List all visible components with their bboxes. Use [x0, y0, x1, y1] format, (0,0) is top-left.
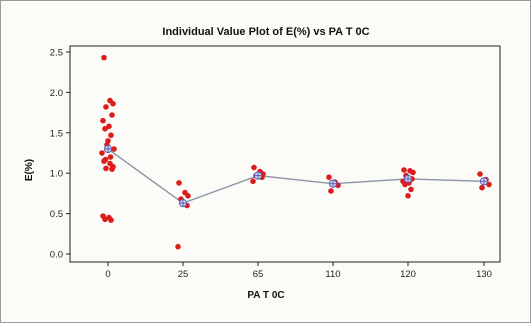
axes: 0.0 0.5 1.0 1.5 2.0 2.5 0 25 65 110 120 130 — [50, 45, 501, 280]
data-point — [111, 146, 117, 152]
x-tick-label: 120 — [400, 269, 416, 280]
data-point — [408, 186, 414, 193]
x-tick-label: 130 — [476, 269, 492, 280]
data-point — [108, 217, 114, 223]
data-point — [175, 243, 181, 250]
data-point — [477, 171, 483, 177]
y-tick-label: 2.0 — [50, 88, 63, 99]
data-point — [250, 178, 256, 185]
data-point — [251, 164, 257, 171]
data-point — [101, 54, 107, 61]
y-tick-label: 2.5 — [50, 48, 63, 59]
data-point — [108, 132, 114, 138]
data-point — [107, 154, 114, 160]
mean-marker — [479, 177, 489, 186]
data-point — [106, 123, 112, 130]
mean-line — [107, 148, 485, 204]
y-tick-label: 0.5 — [50, 209, 63, 220]
data-point — [176, 180, 182, 186]
data-points — [99, 54, 492, 250]
data-point — [402, 181, 408, 188]
mean-marker — [328, 179, 338, 188]
data-point — [479, 184, 485, 191]
data-point — [109, 112, 115, 118]
data-point — [401, 167, 407, 173]
data-point — [103, 165, 109, 172]
mean-connect-line — [107, 148, 485, 204]
y-tick-label: 0.0 — [50, 250, 63, 261]
y-tick-label: 1.5 — [50, 128, 63, 139]
data-point — [328, 188, 334, 194]
x-tick-label: 65 — [253, 269, 264, 280]
x-tick-label: 0 — [105, 269, 110, 280]
data-point — [326, 174, 332, 180]
chart-title: Individual Value Plot of E(%) vs PA T 0C — [162, 26, 369, 38]
data-point — [405, 193, 411, 199]
mean-marker — [103, 144, 113, 154]
data-point — [99, 150, 105, 156]
mean-markers — [103, 144, 489, 208]
data-point — [410, 169, 416, 176]
y-axis-label: E(%) — [24, 159, 35, 181]
x-axis-label: PA T 0C — [247, 290, 284, 301]
data-point — [110, 100, 116, 107]
mean-marker — [178, 199, 188, 208]
mean-marker — [403, 174, 413, 183]
data-point — [101, 158, 107, 164]
data-point — [185, 193, 191, 199]
data-point — [100, 117, 106, 124]
x-tick-label: 110 — [325, 269, 340, 280]
mean-marker — [253, 171, 263, 180]
y-tick-label: 1.0 — [50, 169, 63, 180]
data-point — [102, 216, 108, 223]
data-point — [109, 166, 115, 172]
data-point — [102, 126, 108, 132]
plot-area-border — [69, 45, 501, 263]
data-point — [103, 104, 109, 110]
x-tick-label: 25 — [178, 269, 189, 280]
